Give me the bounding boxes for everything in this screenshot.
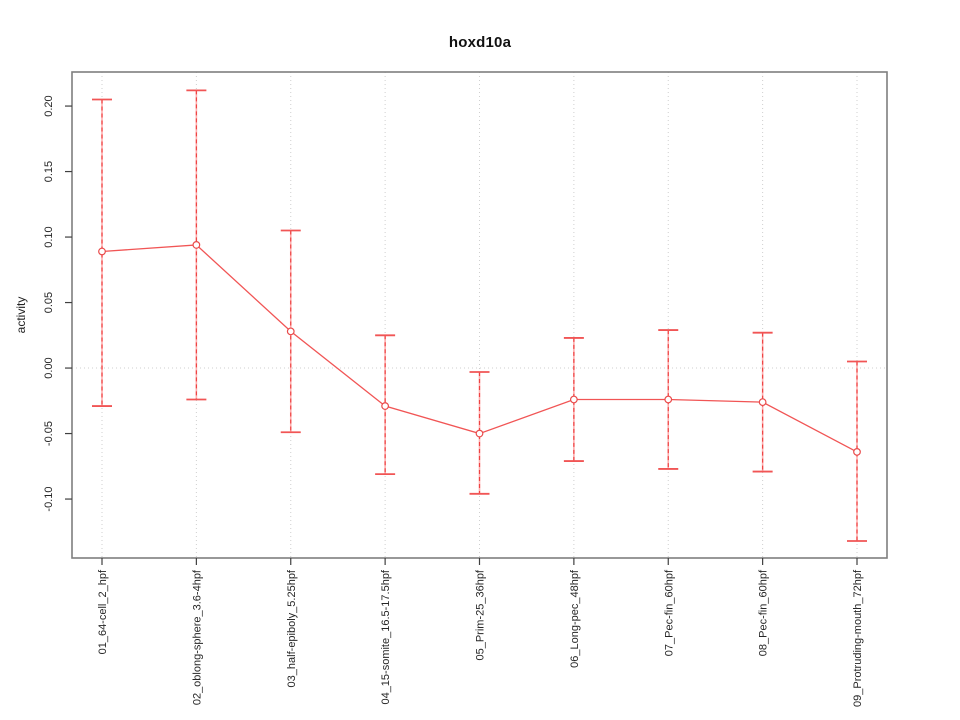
data-point [853, 447, 861, 456]
data-point [664, 395, 673, 404]
x-tick-label: 05_Prim-25_36hpf [475, 569, 487, 660]
x-tick-label: 02_oblong-sphere_3.6-4hpf [191, 569, 203, 705]
y-tick-label: 0.00 [43, 357, 55, 378]
y-axis-title: activity [14, 296, 28, 334]
x-tick-label: 08_Pec-fin_60hpf [758, 569, 770, 656]
data-point [758, 398, 767, 407]
x-tick-label: 03_half-epiboly_5.25hpf [286, 569, 298, 687]
y-tick-label: 0.15 [43, 161, 55, 182]
data-point [381, 402, 390, 410]
data-point [569, 395, 578, 404]
x-tick-label: 07_Pec-fin_60hpf [663, 569, 675, 656]
y-tick-label: -0.05 [43, 421, 55, 446]
data-point [475, 429, 484, 438]
y-tick-label: 0.20 [43, 95, 55, 116]
y-tick-label: 0.10 [43, 226, 55, 247]
x-tick-label: 09_Protruding-mouth_72hpf [852, 569, 864, 707]
chart-title: hoxd10a [448, 34, 512, 51]
y-tick-label: 0.05 [43, 292, 55, 313]
y-tick-label: -0.10 [43, 487, 55, 512]
x-tick-label: 06_Long-pec_48hpf [569, 569, 581, 668]
x-tick-label: 04_15-somite_16.5-17.5hpf [380, 569, 392, 704]
data-point [192, 241, 201, 249]
data-point [98, 247, 106, 256]
data-point [286, 327, 295, 336]
x-tick-label: 01_64-cell_2_hpf [97, 569, 109, 654]
